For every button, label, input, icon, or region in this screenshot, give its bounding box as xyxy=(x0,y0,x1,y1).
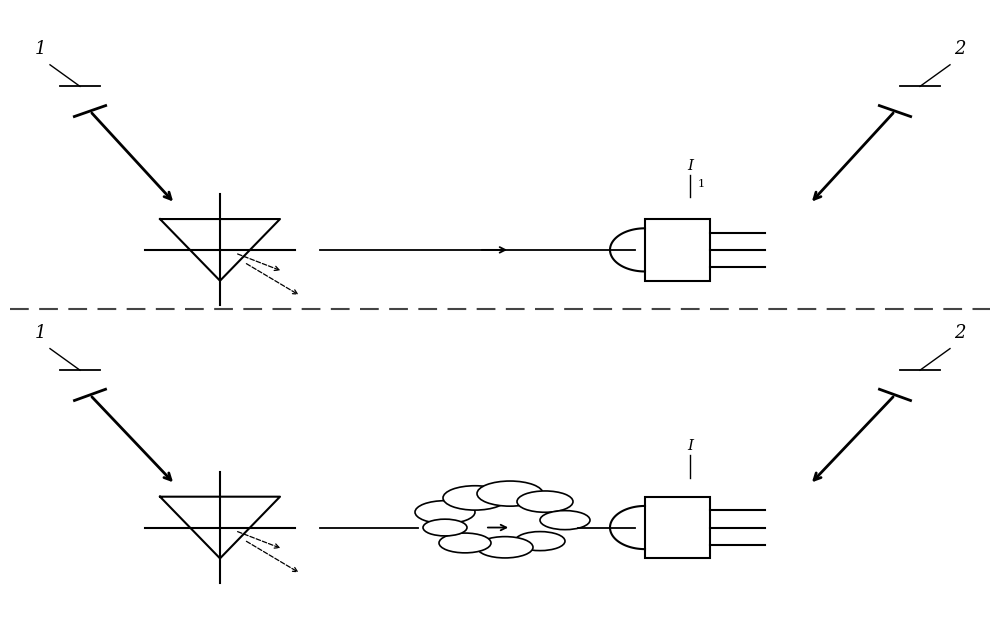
Text: 1: 1 xyxy=(34,324,46,342)
Ellipse shape xyxy=(540,511,590,529)
Ellipse shape xyxy=(515,532,565,550)
Text: 2: 2 xyxy=(954,324,966,342)
Text: 1: 1 xyxy=(698,179,705,189)
Ellipse shape xyxy=(517,491,573,512)
Text: I: I xyxy=(687,439,693,453)
Bar xyxy=(645,219,710,281)
Ellipse shape xyxy=(439,533,491,553)
Ellipse shape xyxy=(477,537,533,558)
Ellipse shape xyxy=(415,500,475,524)
Text: 2: 2 xyxy=(954,40,966,59)
Bar xyxy=(645,497,710,558)
Text: I: I xyxy=(687,159,693,173)
Ellipse shape xyxy=(443,486,507,510)
Ellipse shape xyxy=(423,519,467,536)
Ellipse shape xyxy=(477,481,543,506)
Text: 1: 1 xyxy=(34,40,46,59)
